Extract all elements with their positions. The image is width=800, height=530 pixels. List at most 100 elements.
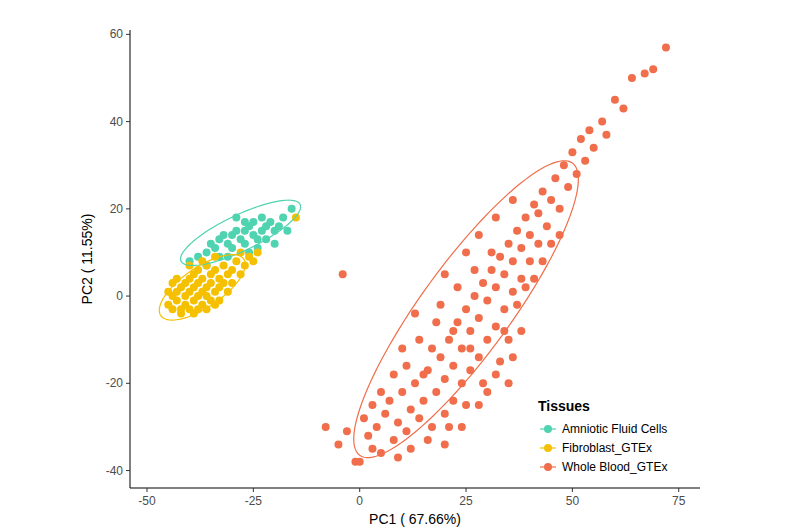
- point: [458, 423, 466, 431]
- point: [407, 405, 415, 413]
- point: [411, 379, 419, 387]
- point: [402, 427, 410, 435]
- point: [394, 419, 402, 427]
- point: [530, 200, 538, 208]
- x-axis-line: [130, 488, 700, 489]
- point: [560, 161, 568, 169]
- x-tick: [678, 488, 679, 492]
- point: [492, 283, 500, 291]
- legend-background: [534, 395, 698, 480]
- point: [398, 344, 406, 352]
- point: [522, 283, 530, 291]
- point: [598, 118, 606, 126]
- y-tick-label: 60: [110, 27, 124, 41]
- point: [241, 240, 249, 248]
- point: [551, 174, 559, 182]
- point: [437, 301, 445, 309]
- point: [517, 327, 525, 335]
- x-tick-label: 0: [356, 494, 363, 508]
- y-tick: [126, 208, 130, 209]
- point: [475, 231, 483, 239]
- point: [441, 270, 449, 278]
- point: [577, 135, 585, 143]
- point: [364, 432, 372, 440]
- point: [441, 410, 449, 418]
- legend-key: [544, 463, 552, 471]
- point: [266, 218, 274, 226]
- point: [254, 248, 262, 256]
- point: [585, 126, 593, 134]
- legend-key: [544, 425, 552, 433]
- point: [466, 344, 474, 352]
- point: [356, 458, 364, 466]
- point: [505, 379, 513, 387]
- point: [211, 244, 219, 252]
- point: [475, 353, 483, 361]
- point: [211, 266, 219, 274]
- point: [445, 336, 453, 344]
- x-tick: [572, 488, 573, 492]
- point: [203, 248, 211, 256]
- point: [492, 323, 500, 331]
- y-axis-title: PC2 ( 11.55%): [79, 214, 95, 305]
- point: [407, 445, 415, 453]
- point: [581, 157, 589, 165]
- point: [471, 292, 479, 300]
- point: [411, 310, 419, 318]
- point: [228, 266, 236, 274]
- point: [415, 336, 423, 344]
- point: [428, 344, 436, 352]
- legend-label: Amniotic Fluid Cells: [562, 422, 667, 436]
- point: [377, 388, 385, 396]
- chart: -50-250255075-40-200204060PC1 ( 67.66%)P…: [0, 0, 800, 530]
- point: [462, 248, 470, 256]
- point: [249, 257, 257, 265]
- point: [441, 440, 449, 448]
- point: [492, 214, 500, 222]
- point: [534, 209, 542, 217]
- y-axis-line: [130, 30, 131, 488]
- point: [611, 96, 619, 104]
- y-tick-label: 0: [116, 289, 123, 303]
- y-tick-label: -40: [106, 464, 124, 478]
- y-tick: [126, 34, 130, 35]
- point: [220, 279, 228, 287]
- x-tick-label: 75: [672, 494, 686, 508]
- y-tick: [126, 121, 130, 122]
- point: [496, 253, 504, 261]
- point: [241, 218, 249, 226]
- legend-key: [544, 444, 552, 452]
- point: [517, 275, 525, 283]
- point: [543, 222, 551, 230]
- point: [398, 388, 406, 396]
- point: [602, 131, 610, 139]
- point: [505, 240, 513, 248]
- point: [488, 248, 496, 256]
- point: [339, 270, 347, 278]
- point: [641, 70, 649, 78]
- point: [177, 310, 185, 318]
- point: [547, 196, 555, 204]
- point: [466, 327, 474, 335]
- point: [288, 205, 296, 213]
- point: [368, 445, 376, 453]
- point: [526, 231, 534, 239]
- point: [232, 227, 240, 235]
- point: [322, 423, 330, 431]
- point: [441, 375, 449, 383]
- point: [539, 257, 547, 265]
- point: [220, 262, 228, 270]
- x-tick-label: -50: [138, 494, 156, 508]
- x-tick: [253, 488, 254, 492]
- legend-label: Whole Blood_GTEx: [562, 460, 667, 474]
- point: [381, 410, 389, 418]
- x-tick-label: -25: [245, 494, 263, 508]
- point: [539, 187, 547, 195]
- point: [368, 401, 376, 409]
- point: [556, 205, 564, 213]
- y-tick-label: -20: [106, 376, 124, 390]
- point: [471, 266, 479, 274]
- point: [488, 266, 496, 274]
- point: [173, 296, 181, 304]
- confidence-ellipse: [159, 255, 245, 320]
